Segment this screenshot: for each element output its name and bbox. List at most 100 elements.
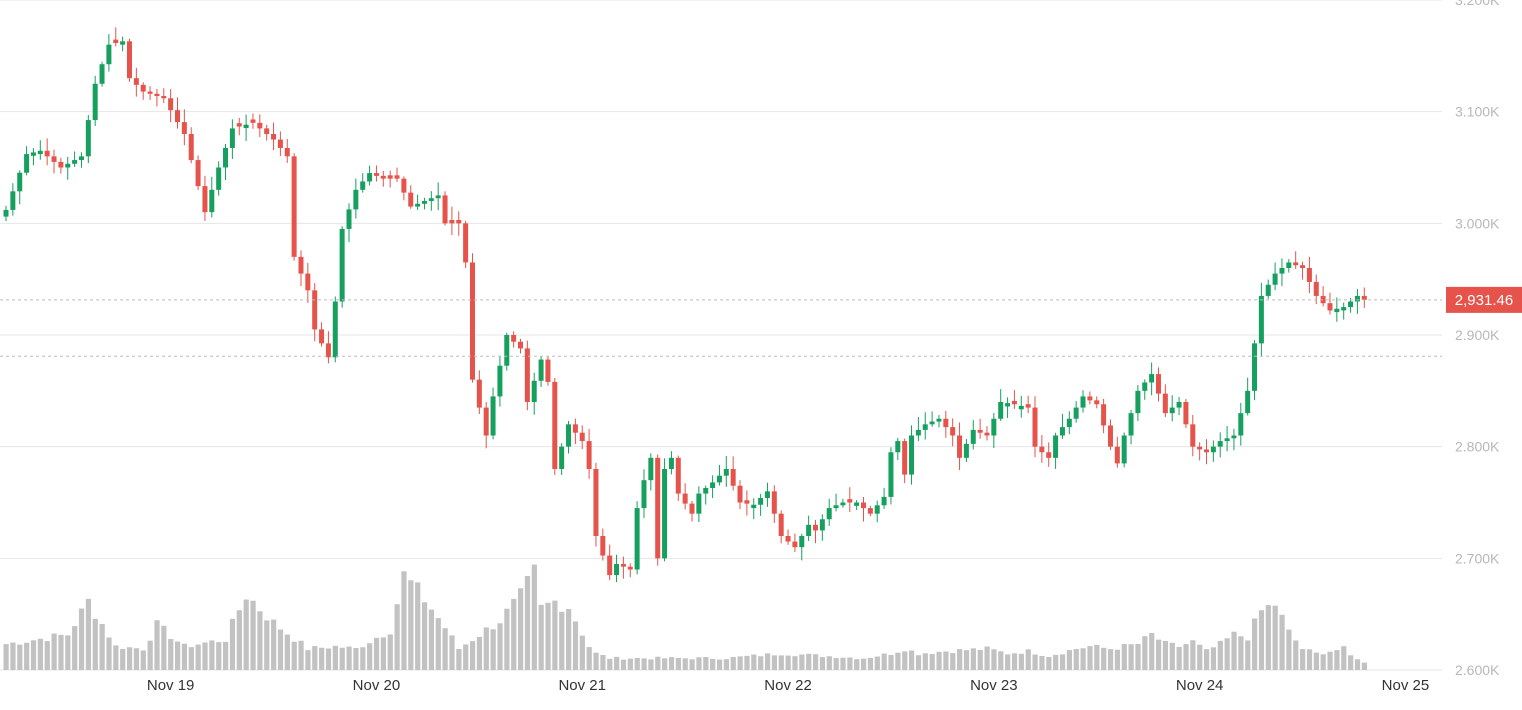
candle-body (250, 119, 256, 123)
volume-bar (408, 580, 414, 670)
candle-body (1155, 374, 1161, 394)
volume-bar (504, 608, 510, 670)
candle-up (367, 165, 373, 186)
candle-body (202, 186, 208, 213)
candle-down (1101, 398, 1107, 434)
volume-bar (559, 611, 565, 670)
volume-bar (778, 655, 784, 670)
candle-up (1169, 395, 1175, 422)
candle-up (209, 176, 215, 218)
candle-body (1121, 435, 1127, 464)
volume-bar (586, 647, 592, 670)
candle-up (415, 194, 421, 210)
volume-bar (785, 655, 791, 670)
x-tick-label: Nov 19 (147, 677, 195, 694)
candle-down (867, 505, 873, 517)
candle-body (1279, 268, 1285, 274)
candle-body (30, 152, 36, 156)
volume-bar (806, 653, 812, 670)
volume-bar (518, 588, 524, 670)
volume-bar (1197, 644, 1203, 670)
volume-bar (133, 648, 140, 670)
candle-body (620, 563, 626, 567)
candle-body (998, 402, 1004, 419)
candle-down (579, 425, 585, 450)
candle-body (1142, 382, 1148, 391)
volume-bar (579, 635, 585, 670)
volume-bar (1272, 605, 1278, 670)
grid-lines (0, 0, 1442, 671)
candle-down (620, 556, 626, 579)
candle-body (614, 563, 620, 576)
candle-down (58, 157, 64, 174)
volume-bar (1286, 629, 1292, 670)
volume-bar (1066, 650, 1072, 670)
candle-body (360, 181, 366, 190)
candle-down (1306, 256, 1312, 294)
candle-body (421, 201, 427, 204)
candle-body (531, 380, 537, 402)
volume-bar (1032, 654, 1038, 670)
volume-bar (353, 647, 359, 670)
volume-bar (113, 645, 119, 670)
volume-bar (662, 658, 668, 670)
candle-body (922, 424, 928, 430)
volume-bar (305, 650, 311, 670)
candle-up (1128, 409, 1134, 445)
volume-bar (1087, 646, 1093, 670)
x-tick-label: Nov 24 (1176, 677, 1224, 694)
candle-down (771, 485, 777, 523)
candle-body (106, 44, 112, 65)
candle-body (1190, 424, 1196, 447)
candle-body (655, 457, 661, 559)
candle-body (929, 421, 935, 425)
candle-down (1011, 390, 1017, 409)
candle-body (826, 508, 832, 520)
volume-bar (291, 641, 297, 670)
volume-bar (1327, 651, 1333, 670)
candle-down (195, 155, 201, 190)
candle-body (373, 173, 379, 176)
volume-bar (723, 659, 729, 670)
candle-body (415, 203, 421, 207)
candle-body (99, 64, 105, 84)
candle-body (1053, 435, 1059, 458)
candle-up (668, 451, 674, 475)
candle-body (380, 175, 386, 179)
candle-body (991, 418, 997, 436)
candle-down (1155, 367, 1161, 402)
volume-bar (175, 641, 181, 670)
volume-bar (998, 651, 1004, 670)
candle-body (895, 441, 901, 453)
candle-down (236, 117, 242, 136)
volume-bar (44, 641, 50, 670)
candle-down (442, 191, 448, 226)
candle-down (744, 490, 750, 516)
candle-body (984, 432, 990, 436)
candle-down (277, 131, 283, 157)
volume-bar (703, 657, 709, 670)
volume-bar (120, 648, 126, 670)
volume-bar (758, 656, 764, 670)
volume-bar (209, 640, 215, 670)
candle-up (970, 420, 976, 450)
volume-bar (524, 575, 531, 670)
volume-bar (195, 644, 201, 670)
candle-down (977, 418, 983, 439)
volume-bar (161, 625, 167, 670)
candle-down (181, 109, 187, 146)
volume-bar (325, 648, 332, 670)
volume-bar (140, 650, 146, 670)
candle-body (1107, 425, 1113, 447)
volume-bar (223, 641, 229, 670)
volume-bar (1135, 644, 1141, 670)
candle-up (1265, 279, 1271, 299)
candle-up (92, 75, 98, 126)
candle-down (984, 426, 990, 441)
volume-bar (168, 639, 174, 670)
candle-body (51, 156, 57, 162)
candle-down (44, 138, 50, 166)
candle-body (72, 160, 78, 164)
